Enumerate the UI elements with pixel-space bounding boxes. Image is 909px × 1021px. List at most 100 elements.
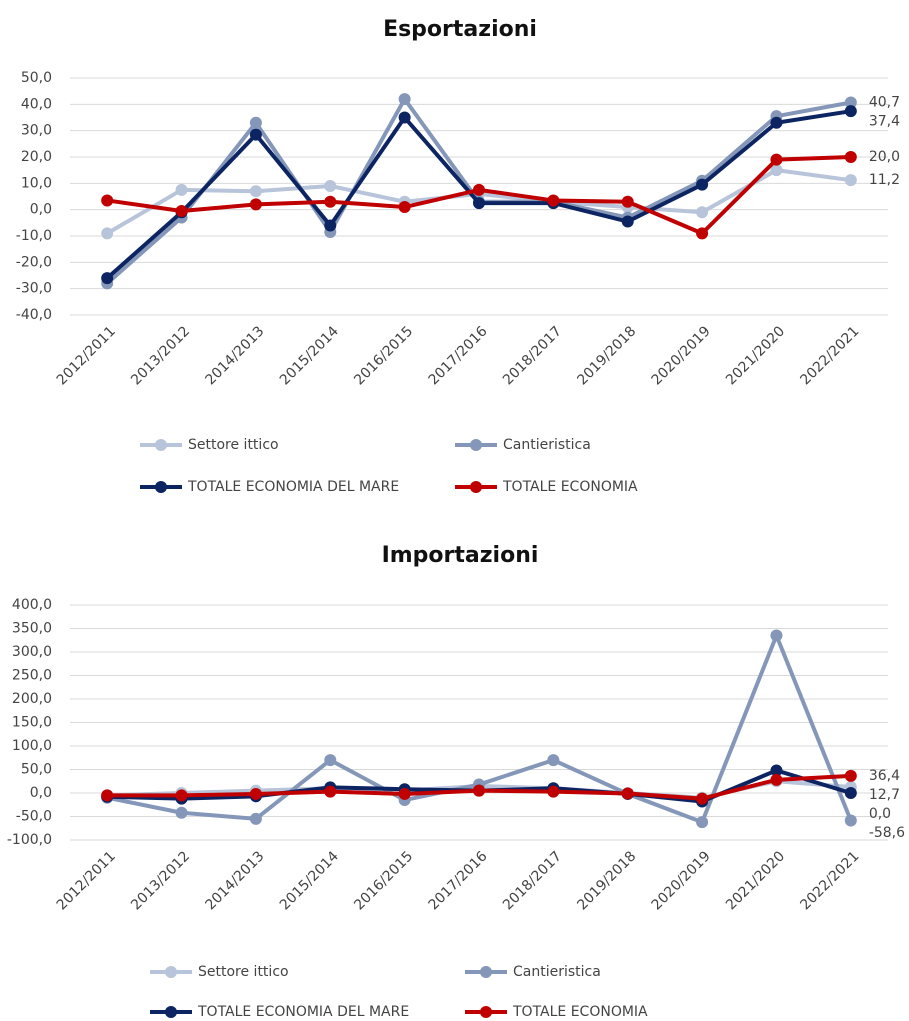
data-point <box>249 812 262 825</box>
x-tick-label: 2014/2013 <box>203 848 268 913</box>
data-label: 0,0 <box>869 806 891 822</box>
legend-marker <box>155 481 167 493</box>
data-point <box>101 227 114 240</box>
data-point <box>770 773 783 786</box>
data-point <box>473 784 485 797</box>
x-tick-label: 2017/2016 <box>426 323 491 388</box>
data-point <box>844 174 857 187</box>
legend-label: TOTALE ECONOMIA DEL MARE <box>187 479 399 495</box>
data-point <box>770 764 783 777</box>
data-point <box>547 754 560 767</box>
y-tick-label: 100,0 <box>12 738 52 754</box>
data-point <box>844 769 857 782</box>
data-point <box>844 96 857 109</box>
data-point <box>398 93 411 106</box>
x-tick-label: 2020/2019 <box>649 323 714 388</box>
y-tick-label: 350,0 <box>12 621 52 637</box>
x-tick-label: 2016/2015 <box>351 848 416 913</box>
data-point <box>324 179 337 192</box>
x-tick-label: 2022/2021 <box>797 323 862 388</box>
data-point <box>844 151 857 163</box>
chart-title: Importazioni <box>382 543 539 568</box>
x-tick-label: 2018/2017 <box>500 848 565 913</box>
x-tick-label: 2022/2021 <box>797 848 862 913</box>
data-label: 20,0 <box>869 149 900 165</box>
data-point <box>844 105 857 118</box>
data-point <box>101 194 114 207</box>
y-tick-label: 40,0 <box>21 96 52 112</box>
legend-label: TOTALE ECONOMIA <box>502 479 638 495</box>
y-tick-label: -30,0 <box>16 281 52 297</box>
y-tick-label: 150,0 <box>12 715 52 731</box>
data-point <box>249 116 262 129</box>
y-tick-label: 30,0 <box>21 123 52 139</box>
y-tick-label: 300,0 <box>12 644 52 660</box>
data-point <box>473 183 485 196</box>
x-tick-label: 2014/2013 <box>203 323 268 388</box>
y-tick-label: -40,0 <box>16 307 52 323</box>
legend-label: Settore ittico <box>188 437 279 453</box>
data-label: 37,4 <box>869 113 900 129</box>
x-tick-label: 2013/2012 <box>128 848 193 913</box>
y-tick-label: 20,0 <box>21 149 52 165</box>
legend-marker <box>470 439 482 451</box>
legend-marker <box>470 481 482 493</box>
data-point <box>324 219 337 232</box>
legend-marker <box>155 439 167 451</box>
data-point <box>324 195 337 208</box>
x-tick-label: 2018/2017 <box>500 323 565 388</box>
legend-label: TOTALE ECONOMIA <box>512 1004 648 1020</box>
x-tick-label: 2015/2014 <box>277 848 342 913</box>
x-tick-label: 2019/2018 <box>574 848 639 913</box>
chart-title: Esportazioni <box>383 17 537 42</box>
data-point <box>398 201 411 214</box>
data-point <box>175 789 188 802</box>
data-point <box>770 153 783 166</box>
data-point <box>696 178 709 191</box>
legend-label: Cantieristica <box>503 437 591 453</box>
y-tick-label: -10,0 <box>16 228 52 244</box>
x-tick-label: 2013/2012 <box>128 323 193 388</box>
data-point <box>696 792 709 805</box>
legend-marker <box>165 966 177 978</box>
data-point <box>621 215 634 228</box>
y-tick-label: 0,0 <box>30 202 52 218</box>
data-point <box>398 111 411 124</box>
data-point <box>175 204 188 217</box>
y-tick-label: 50,0 <box>21 70 52 86</box>
data-label: 12,7 <box>869 787 900 803</box>
y-tick-label: -100,0 <box>7 832 52 848</box>
legend-label: TOTALE ECONOMIA DEL MARE <box>197 1004 409 1020</box>
data-point <box>101 272 114 285</box>
x-tick-label: 2021/2020 <box>723 323 788 388</box>
data-point <box>101 789 114 802</box>
data-point <box>324 754 337 767</box>
data-point <box>249 198 262 211</box>
data-label: -58,6 <box>869 825 905 841</box>
data-point <box>696 227 709 240</box>
data-point <box>547 785 560 798</box>
data-point <box>175 806 188 819</box>
x-tick-label: 2015/2014 <box>277 323 342 388</box>
data-point <box>844 814 857 827</box>
x-tick-label: 2012/2011 <box>54 848 119 913</box>
data-point <box>696 206 709 219</box>
data-point <box>547 194 560 207</box>
data-point <box>621 195 634 208</box>
legend-marker <box>165 1006 177 1018</box>
data-point <box>844 787 857 799</box>
x-tick-label: 2019/2018 <box>574 323 639 388</box>
x-tick-label: 2020/2019 <box>649 848 714 913</box>
x-tick-label: 2021/2020 <box>723 848 788 913</box>
legend-label: Settore ittico <box>198 964 289 980</box>
x-tick-label: 2016/2015 <box>351 323 416 388</box>
data-point <box>324 785 337 798</box>
data-label: 11,2 <box>869 172 900 188</box>
data-point <box>398 787 411 800</box>
data-point <box>770 629 783 642</box>
x-tick-label: 2017/2016 <box>426 848 491 913</box>
data-point <box>249 787 262 800</box>
data-point <box>770 164 783 177</box>
